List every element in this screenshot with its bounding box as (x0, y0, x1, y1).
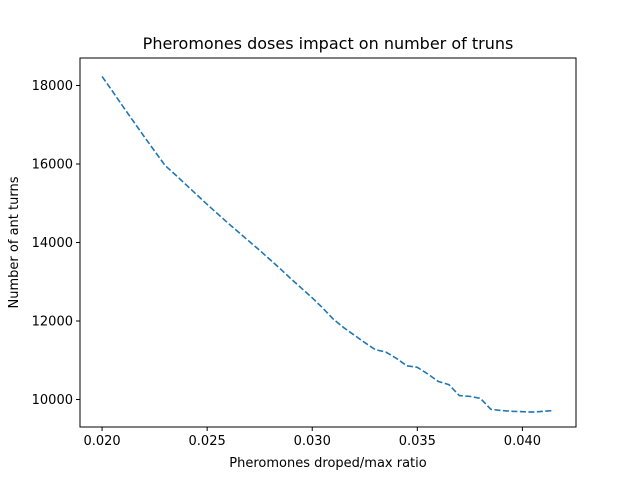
x-tick-label: 0.040 (504, 434, 541, 449)
x-tick-label: 0.035 (399, 434, 436, 449)
y-tick-label: 10000 (32, 393, 73, 408)
x-tick-label: 0.020 (83, 434, 120, 449)
x-tick-label: 0.030 (294, 434, 331, 449)
axis-ticks: 0.020 0.025 0.030 0.035 0.040 10000 12000 14000… (32, 79, 541, 449)
y-axis-label: Number of ant turns (7, 176, 22, 308)
x-axis-label: Pheromones droped/max ratio (229, 456, 426, 471)
y-tick-label: 16000 (32, 157, 73, 172)
chart-title: Pheromones doses impact on number of tru… (143, 34, 514, 53)
y-tick-label: 18000 (32, 79, 73, 94)
y-tick-label: 12000 (32, 315, 73, 330)
plot-frame (79, 57, 577, 428)
plot-area (101, 75, 554, 413)
x-tick-label: 0.025 (189, 434, 226, 449)
series-line (101, 75, 554, 413)
y-tick-label: 14000 (32, 236, 73, 251)
